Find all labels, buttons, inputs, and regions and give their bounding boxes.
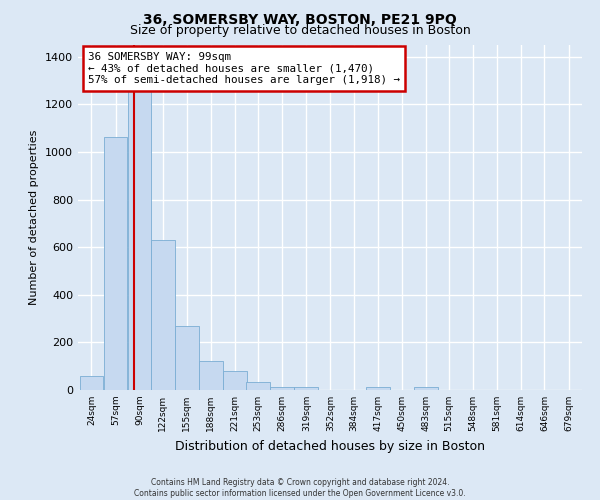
Bar bbox=[128, 78, 151, 390]
Bar bbox=[414, 387, 437, 390]
X-axis label: Distribution of detached houses by size in Boston: Distribution of detached houses by size … bbox=[175, 440, 485, 452]
Text: Size of property relative to detached houses in Boston: Size of property relative to detached ho… bbox=[130, 24, 470, 37]
Bar bbox=[104, 136, 127, 390]
Bar bbox=[247, 382, 270, 390]
Bar bbox=[223, 371, 247, 390]
Bar bbox=[366, 387, 389, 390]
Bar bbox=[175, 326, 199, 390]
Text: Contains HM Land Registry data © Crown copyright and database right 2024.
Contai: Contains HM Land Registry data © Crown c… bbox=[134, 478, 466, 498]
Bar bbox=[295, 387, 318, 390]
Y-axis label: Number of detached properties: Number of detached properties bbox=[29, 130, 40, 305]
Bar bbox=[80, 376, 103, 390]
Text: 36, SOMERSBY WAY, BOSTON, PE21 9PQ: 36, SOMERSBY WAY, BOSTON, PE21 9PQ bbox=[143, 12, 457, 26]
Bar bbox=[151, 240, 175, 390]
Bar bbox=[271, 387, 294, 390]
Bar bbox=[199, 362, 223, 390]
Text: 36 SOMERSBY WAY: 99sqm
← 43% of detached houses are smaller (1,470)
57% of semi-: 36 SOMERSBY WAY: 99sqm ← 43% of detached… bbox=[88, 52, 400, 85]
